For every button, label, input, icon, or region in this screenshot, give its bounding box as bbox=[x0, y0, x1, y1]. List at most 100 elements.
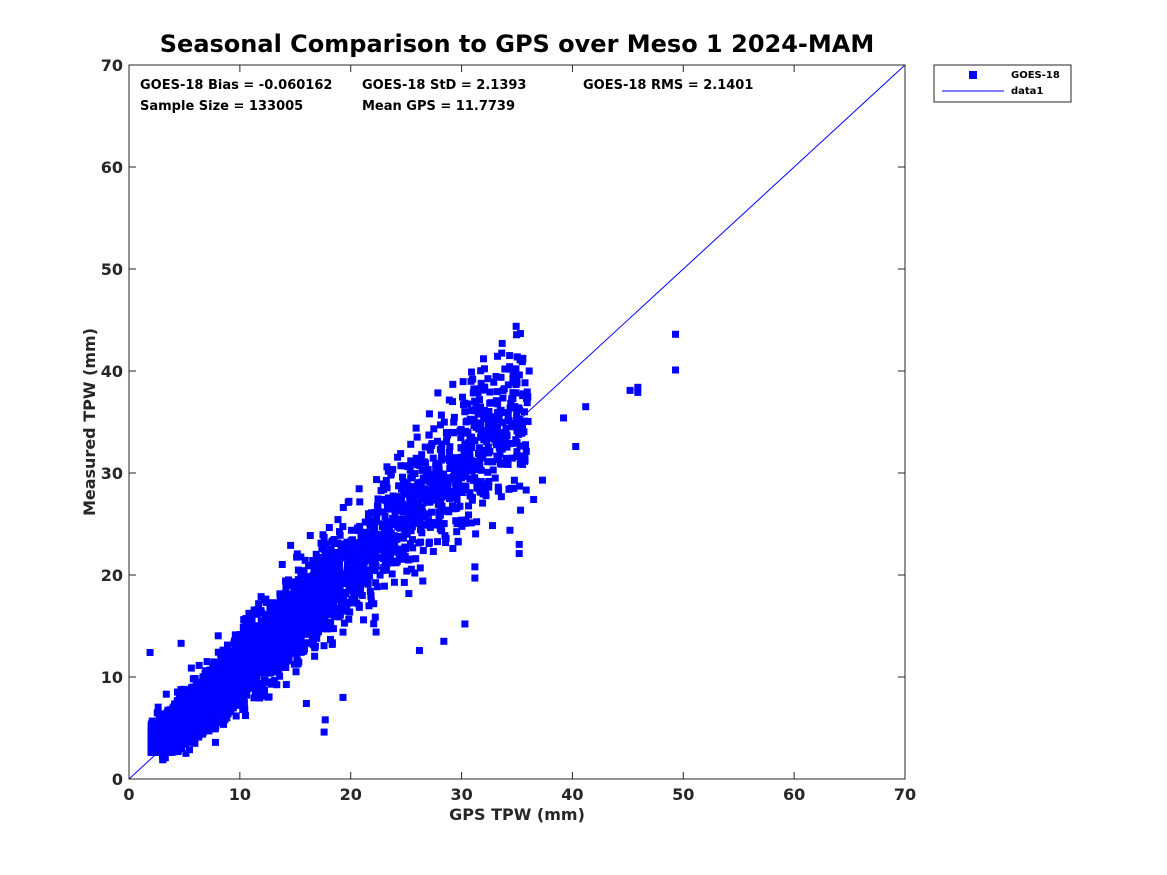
goes18-point bbox=[388, 570, 396, 578]
goes18-point bbox=[380, 582, 388, 590]
goes18-point bbox=[230, 639, 238, 647]
goes18-point bbox=[425, 431, 433, 439]
goes18-point bbox=[398, 551, 406, 559]
goes18-point bbox=[291, 649, 299, 657]
goes18-point bbox=[473, 518, 481, 526]
goes18-point bbox=[402, 545, 410, 553]
goes18-point bbox=[408, 493, 416, 501]
goes18-point bbox=[407, 440, 415, 448]
goes18-point bbox=[279, 662, 287, 670]
goes18-point bbox=[420, 485, 428, 493]
goes18-point bbox=[429, 454, 437, 462]
goes18-point bbox=[245, 609, 253, 617]
goes18-point bbox=[445, 448, 453, 456]
goes18-point bbox=[347, 544, 355, 552]
goes18-point bbox=[371, 613, 379, 621]
goes18-point bbox=[416, 462, 424, 470]
goes18-point bbox=[430, 496, 438, 504]
goes18-point bbox=[174, 719, 182, 727]
goes18-point bbox=[373, 534, 381, 542]
goes18-point bbox=[473, 484, 481, 492]
goes18-point bbox=[320, 545, 328, 553]
goes18-point bbox=[212, 717, 220, 725]
goes18-point bbox=[198, 684, 206, 692]
goes18-point bbox=[383, 542, 391, 550]
goes18-point bbox=[297, 633, 305, 641]
goes18-point bbox=[418, 466, 426, 474]
goes18-point bbox=[323, 558, 331, 566]
goes18-point bbox=[305, 562, 313, 570]
goes18-point bbox=[441, 532, 449, 540]
goes18-point bbox=[265, 617, 273, 625]
goes18-point bbox=[374, 495, 382, 503]
goes18-point bbox=[274, 637, 282, 645]
goes18-point bbox=[406, 466, 414, 474]
goes18-point bbox=[473, 457, 481, 465]
goes18-point bbox=[365, 566, 373, 574]
goes18-point bbox=[262, 595, 270, 603]
goes18-point bbox=[382, 533, 390, 541]
goes18-point bbox=[255, 600, 263, 608]
goes18-point bbox=[371, 566, 379, 574]
goes18-point bbox=[480, 365, 488, 373]
goes18-point bbox=[155, 713, 163, 721]
goes18-point bbox=[257, 665, 265, 673]
goes18-point bbox=[284, 576, 292, 584]
goes18-point bbox=[343, 563, 351, 571]
goes18-point bbox=[183, 697, 191, 705]
goes18-point bbox=[336, 531, 344, 539]
goes18-point bbox=[496, 407, 504, 415]
goes18-point bbox=[415, 479, 423, 487]
goes18-point bbox=[524, 417, 532, 425]
goes18-point bbox=[403, 522, 411, 530]
goes18-point bbox=[257, 593, 265, 601]
goes18-point bbox=[365, 602, 373, 610]
goes18-point bbox=[248, 616, 256, 624]
goes18-point bbox=[352, 588, 360, 596]
goes18-point bbox=[179, 686, 187, 694]
goes18-point bbox=[407, 500, 415, 508]
goes18-point bbox=[430, 425, 438, 433]
goes18-point bbox=[379, 508, 387, 516]
goes18-point bbox=[308, 635, 316, 643]
goes18-point bbox=[419, 577, 427, 585]
goes18-point bbox=[342, 542, 350, 550]
goes18-point bbox=[220, 720, 228, 728]
goes18-point bbox=[205, 725, 213, 733]
goes18-point bbox=[518, 424, 526, 432]
goes18-point bbox=[287, 541, 295, 549]
goes18-point bbox=[388, 542, 396, 550]
goes18-point bbox=[496, 450, 504, 458]
goes18-point bbox=[440, 418, 448, 426]
goes18-point bbox=[297, 602, 305, 610]
goes18-point bbox=[288, 608, 296, 616]
goes18-point bbox=[500, 385, 508, 393]
goes18-point bbox=[486, 388, 494, 396]
goes18-point bbox=[228, 703, 236, 711]
goes18-point bbox=[288, 635, 296, 643]
goes18-point bbox=[211, 684, 219, 692]
goes18-point bbox=[389, 466, 397, 474]
goes18-point bbox=[286, 613, 294, 621]
goes18-point bbox=[317, 539, 325, 547]
goes18-point bbox=[191, 732, 199, 740]
goes18-point bbox=[515, 415, 523, 423]
goes18-point bbox=[522, 486, 530, 494]
goes18-point bbox=[287, 580, 295, 588]
goes18-point bbox=[216, 685, 224, 693]
goes18-point bbox=[484, 434, 492, 442]
goes18-point bbox=[464, 428, 472, 436]
goes18-point bbox=[435, 510, 443, 518]
goes18-point bbox=[470, 385, 478, 393]
goes18-point bbox=[293, 657, 301, 665]
goes18-point bbox=[493, 388, 501, 396]
goes18-point bbox=[399, 521, 407, 529]
goes18-point bbox=[176, 705, 184, 713]
goes18-point bbox=[434, 538, 442, 546]
goes18-point bbox=[331, 570, 339, 578]
goes18-point bbox=[340, 595, 348, 603]
goes18-point bbox=[270, 648, 278, 656]
goes18-point bbox=[486, 415, 494, 423]
goes18-point bbox=[292, 615, 300, 623]
goes18-point bbox=[173, 748, 181, 756]
